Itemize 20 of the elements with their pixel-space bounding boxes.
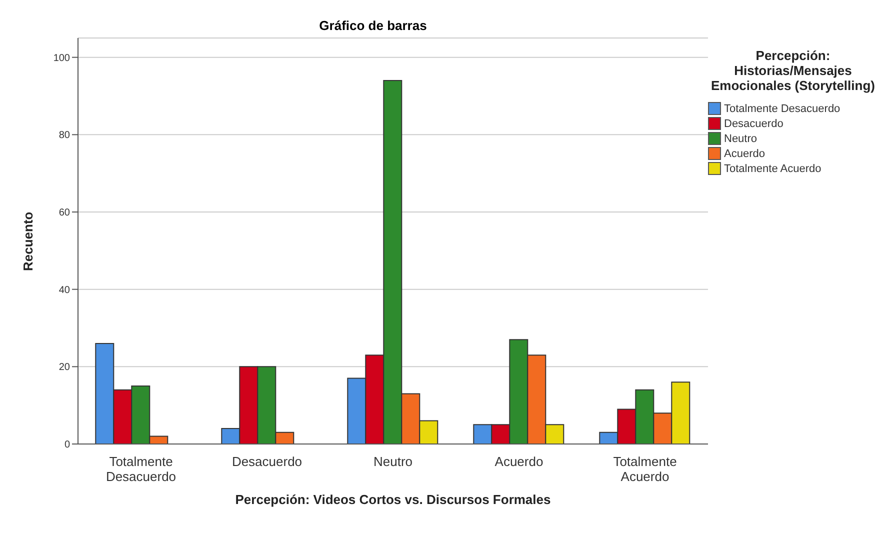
legend-title: Percepción: Historias/Mensajes Emocionales (Storytelling) (710, 48, 876, 93)
y-tick-label: 20 (58, 362, 70, 374)
legend-label: Desacuerdo (723, 116, 784, 131)
x-tick-label: Neutro (373, 454, 413, 469)
legend-label: Totalmente Acuerdo (723, 162, 822, 176)
x-tick-label: Desacuerdo (232, 454, 302, 469)
x-tick-label: Totalmente Desacuerdo (106, 454, 176, 484)
y-tick-label: 80 (58, 130, 70, 142)
chart-title: Gráfico de barras (318, 18, 428, 33)
legend-label: Neutro (723, 132, 758, 146)
y-tick-label: 100 (53, 52, 70, 64)
x-tick-label: Totalmente Acuerdo (613, 454, 677, 484)
y-tick-label: 40 (58, 284, 70, 296)
y-tick-label: 0 (64, 440, 70, 451)
legend-label: Totalmente Desacuerdo (723, 102, 842, 116)
legend-label: Acuerdo (723, 146, 766, 161)
y-tick-label: 60 (58, 208, 70, 219)
x-axis-title: Percepción: Videos Cortos vs. Discursos Formales (235, 492, 551, 507)
x-tick-label: Acuerdo (494, 454, 544, 469)
y-axis-title: Recuento (20, 212, 36, 271)
